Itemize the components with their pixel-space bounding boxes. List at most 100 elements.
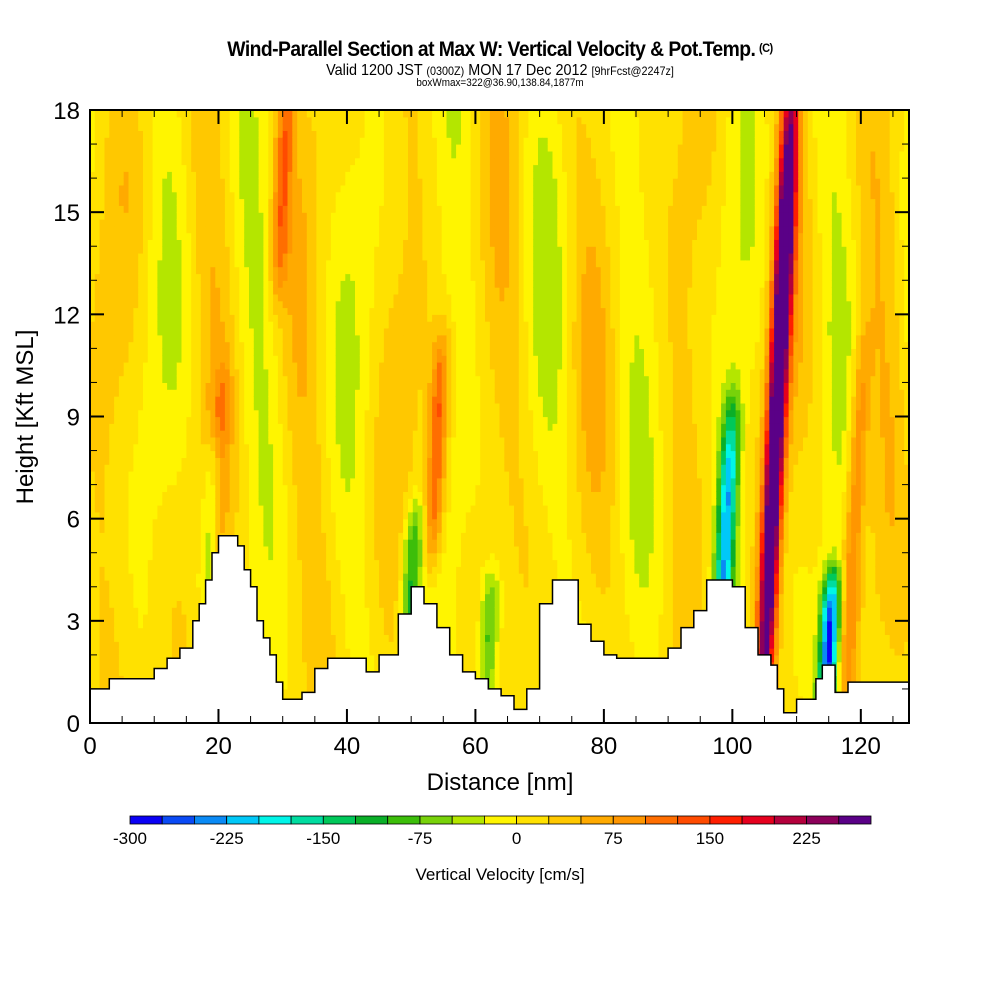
field-cell xyxy=(311,300,317,309)
field-cell xyxy=(268,328,274,336)
field-cell xyxy=(273,375,279,383)
field-cell xyxy=(234,464,240,472)
field-cell xyxy=(152,123,158,131)
field-cell xyxy=(335,525,342,533)
field-cell xyxy=(258,355,264,363)
field-cell xyxy=(133,232,139,240)
field-cell xyxy=(200,389,207,397)
field-cell xyxy=(152,184,158,193)
field-cell xyxy=(321,450,327,458)
field-cell xyxy=(205,266,211,275)
field-cell xyxy=(220,518,226,527)
field-cell xyxy=(152,443,158,452)
field-cell xyxy=(147,382,154,390)
field-cell xyxy=(181,423,187,431)
field-cell xyxy=(326,457,332,465)
field-cell xyxy=(104,321,110,329)
field-cell xyxy=(287,539,293,547)
field-cell xyxy=(99,116,105,125)
field-cell xyxy=(355,614,361,622)
field-cell xyxy=(152,334,158,343)
field-cell xyxy=(316,341,322,349)
field-cell xyxy=(263,348,269,356)
field-cell xyxy=(200,212,207,220)
field-cell xyxy=(345,171,351,179)
field-cell xyxy=(350,123,356,131)
field-cell xyxy=(196,532,202,540)
field-cell xyxy=(330,144,337,152)
field-cell xyxy=(99,505,105,513)
field-cell xyxy=(104,273,110,281)
field-cell xyxy=(94,232,101,240)
field-cell xyxy=(330,259,337,268)
field-cell xyxy=(176,334,183,343)
field-cell xyxy=(239,150,245,159)
field-cell xyxy=(277,219,284,227)
field-cell xyxy=(143,389,149,397)
field-cell xyxy=(143,545,149,554)
field-cell xyxy=(268,300,274,309)
field-cell xyxy=(109,273,115,281)
field-cell xyxy=(287,627,293,635)
field-cell xyxy=(330,307,337,315)
field-cell xyxy=(287,505,293,513)
field-cell xyxy=(282,355,289,363)
field-cell xyxy=(123,402,130,411)
field-cell xyxy=(249,443,255,452)
field-cell xyxy=(249,450,255,458)
field-cell xyxy=(138,266,144,275)
field-cell xyxy=(118,266,125,275)
field-cell xyxy=(277,580,284,588)
field-cell xyxy=(200,123,207,131)
field-cell xyxy=(205,341,211,349)
field-cell xyxy=(143,559,149,567)
field-cell xyxy=(311,627,317,635)
field-cell xyxy=(176,430,183,438)
field-cell xyxy=(186,239,192,247)
field-cell xyxy=(104,484,110,492)
field-cell xyxy=(330,130,337,138)
field-cell xyxy=(104,641,110,649)
field-cell xyxy=(162,178,168,186)
field-cell xyxy=(234,150,240,159)
field-cell xyxy=(249,184,255,193)
field-cell xyxy=(90,321,96,329)
field-cell xyxy=(200,164,207,172)
field-cell xyxy=(249,341,255,349)
field-cell xyxy=(90,580,96,588)
field-cell xyxy=(157,280,163,288)
field-cell xyxy=(143,450,149,458)
field-cell xyxy=(244,116,250,125)
field-cell xyxy=(302,293,308,302)
field-cell xyxy=(234,430,240,438)
field-cell xyxy=(340,123,346,131)
field-cell xyxy=(176,593,183,601)
field-cell xyxy=(229,423,236,431)
field-cell xyxy=(114,293,120,302)
field-cell xyxy=(239,477,245,486)
field-cell xyxy=(273,423,279,431)
field-cell xyxy=(171,191,178,200)
field-cell xyxy=(306,409,313,418)
field-cell xyxy=(215,341,221,349)
field-cell xyxy=(114,593,120,601)
field-cell xyxy=(176,416,183,424)
field-cell xyxy=(350,259,356,268)
field-cell xyxy=(99,150,105,159)
field-cell xyxy=(191,307,197,315)
field-cell xyxy=(143,150,149,159)
field-cell xyxy=(181,348,187,356)
field-cell xyxy=(147,198,154,206)
field-cell xyxy=(330,464,337,472)
field-cell xyxy=(176,314,183,322)
field-cell xyxy=(143,654,149,663)
field-cell xyxy=(297,511,303,520)
field-cell xyxy=(268,144,274,152)
field-cell xyxy=(181,471,187,479)
field-cell xyxy=(167,648,173,656)
field-cell xyxy=(258,518,264,527)
field-cell xyxy=(176,225,183,234)
field-cell xyxy=(316,491,322,499)
field-cell xyxy=(345,219,351,227)
field-cell xyxy=(123,137,130,145)
